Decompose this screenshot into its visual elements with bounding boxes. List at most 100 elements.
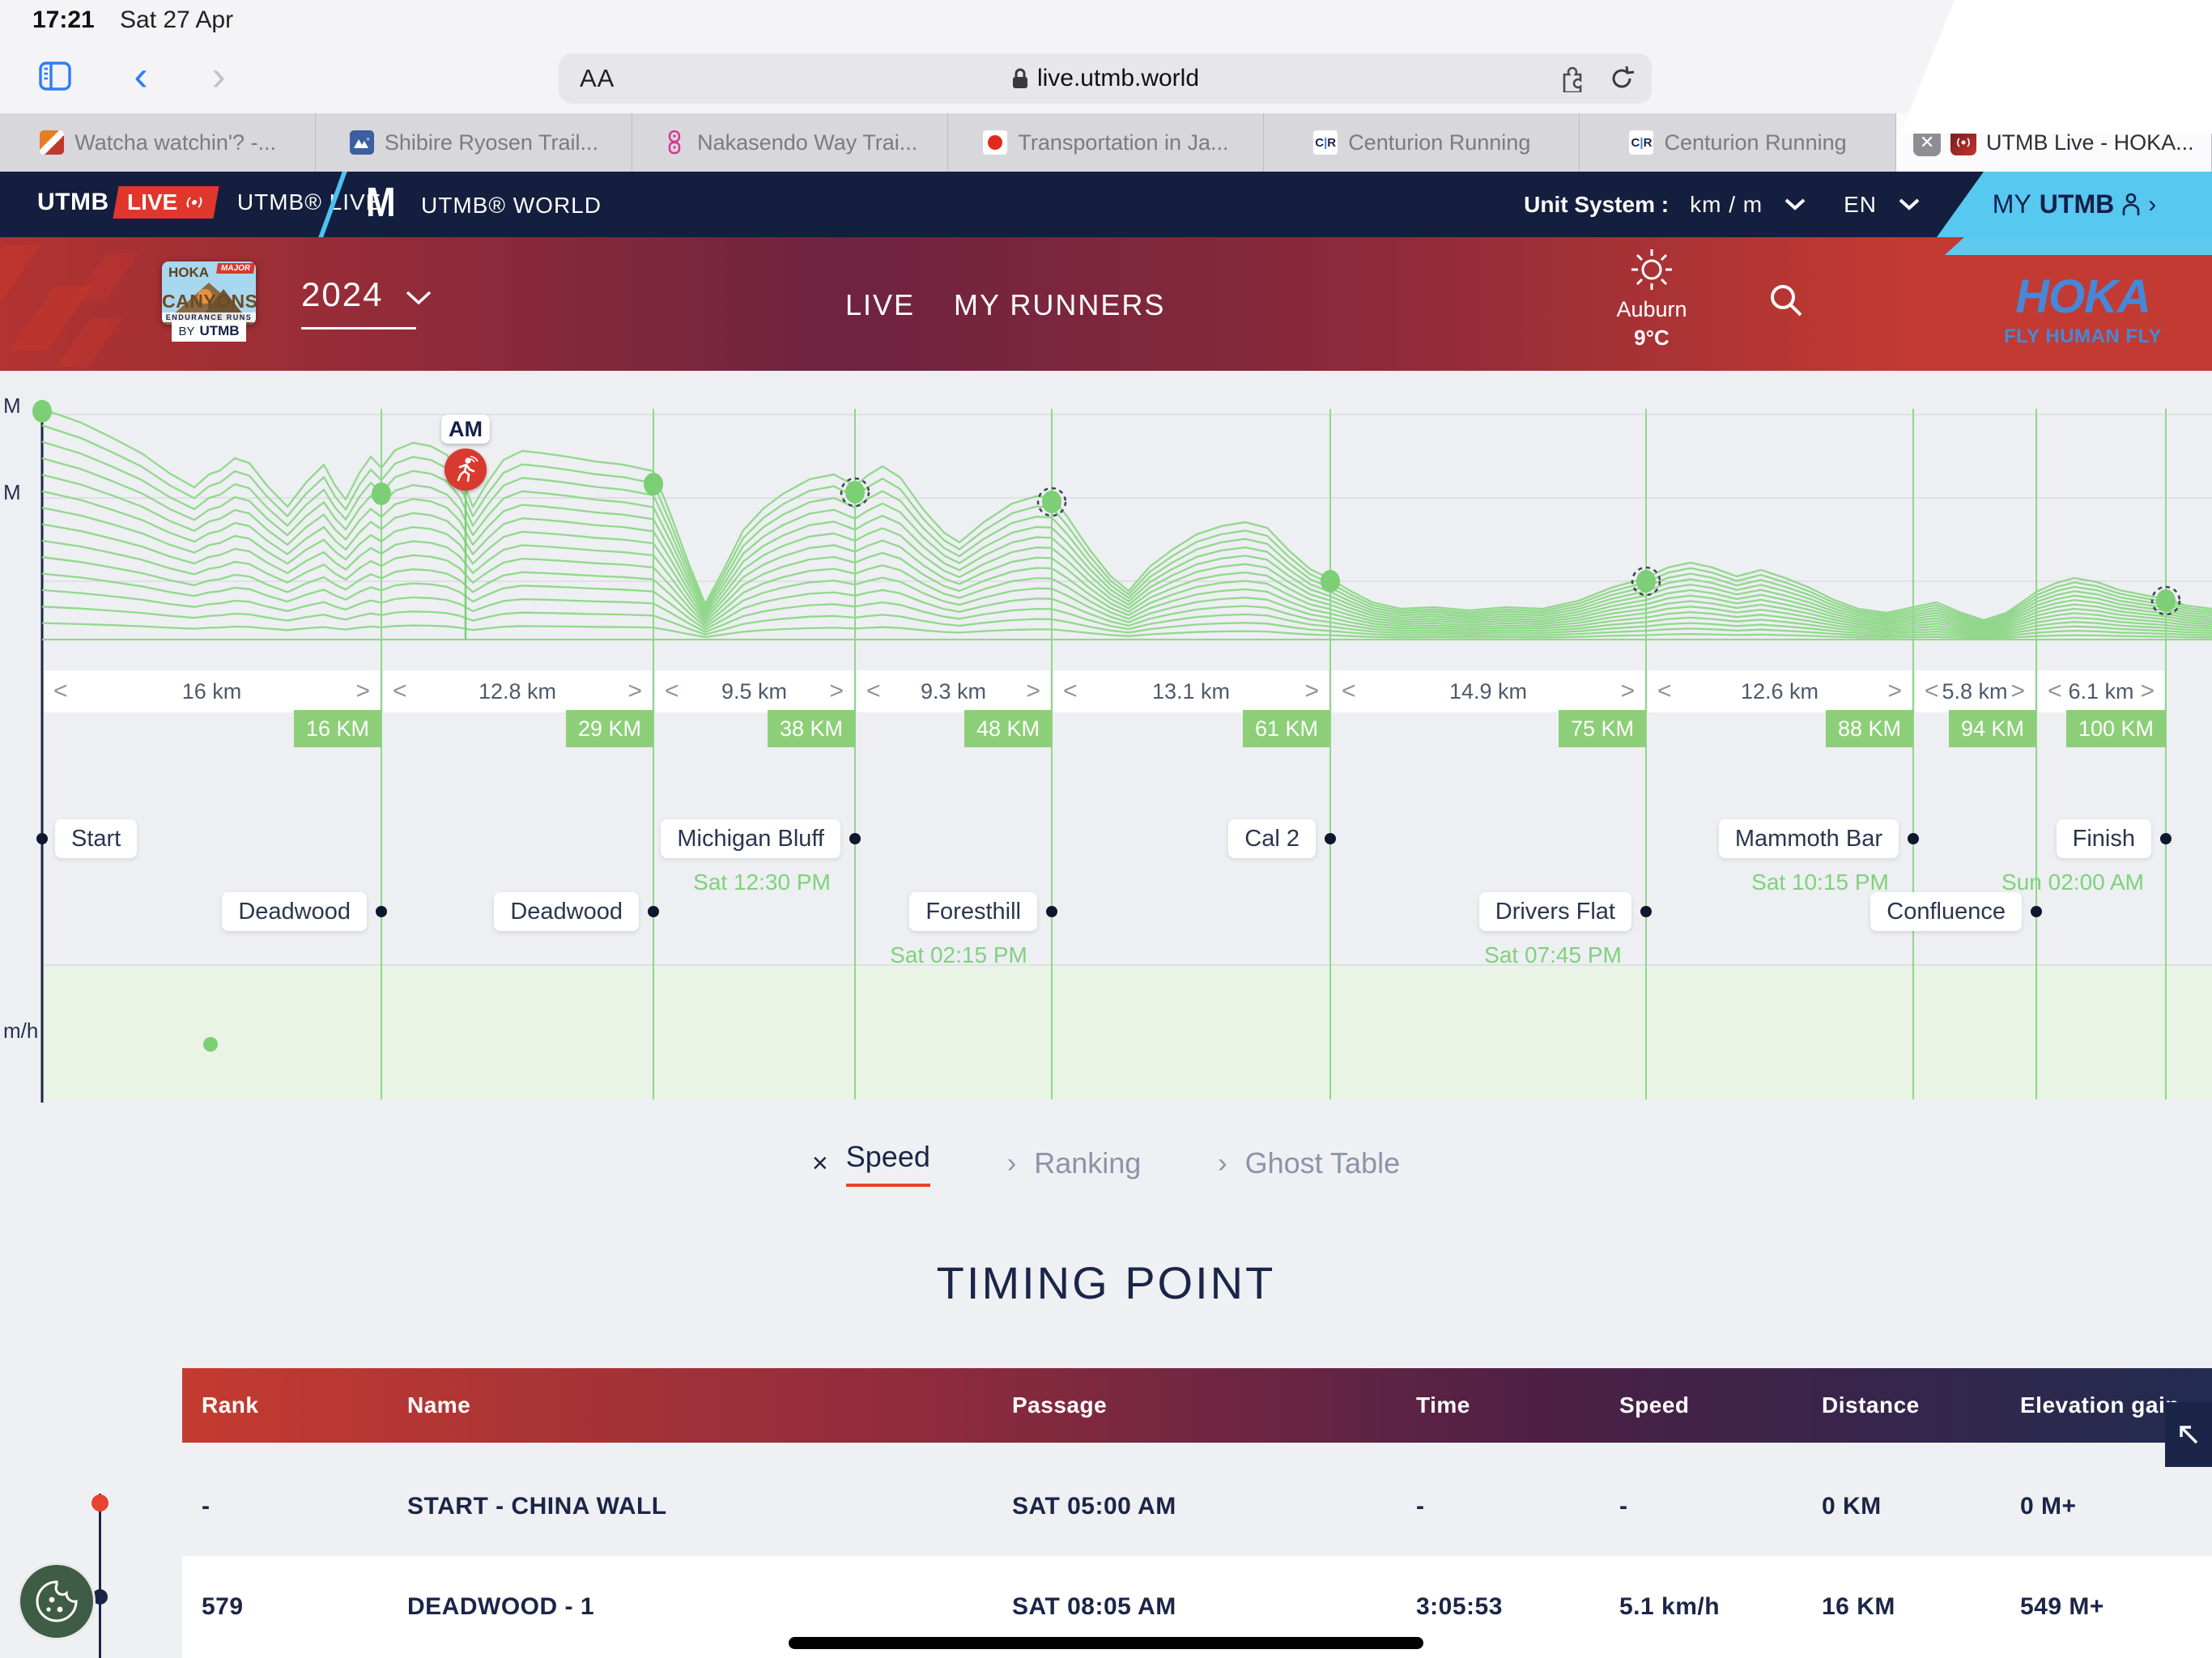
- ghost-trace: [41, 407, 2212, 622]
- language-select[interactable]: EN: [1844, 191, 1877, 217]
- y-axis-label: M: [3, 393, 21, 418]
- segment-next-icon[interactable]: >: [1026, 678, 1040, 704]
- close-icon: ×: [811, 1147, 828, 1179]
- segment-next-icon[interactable]: >: [829, 678, 844, 704]
- chevron-down-icon: [406, 291, 432, 305]
- ghost-trace: [41, 539, 2212, 632]
- sun-icon: [1631, 249, 1672, 290]
- nav-live[interactable]: LIVE: [845, 288, 916, 321]
- unit-system-value[interactable]: km / m: [1690, 191, 1763, 217]
- browser-tab-5[interactable]: C | R Centurion Running: [1264, 113, 1580, 172]
- utmb-world-label[interactable]: UTMB® WORLD: [421, 193, 602, 218]
- home-indicator[interactable]: [789, 1637, 1423, 1649]
- decorative-stripe: [0, 245, 41, 302]
- scroll-to-top-button[interactable]: [2165, 1402, 2212, 1467]
- forward-button[interactable]: ›: [211, 53, 226, 100]
- table-row-1[interactable]: - START - CHINA WALL SAT 05:00 AM - - 0 KM 0 M…: [182, 1457, 2212, 1556]
- radio-waves-icon: [186, 197, 202, 208]
- search-icon[interactable]: [1765, 279, 1807, 325]
- browser-tab-6[interactable]: C | R Centurion Running: [1580, 113, 1896, 172]
- segment-prev-icon[interactable]: <: [1657, 678, 1672, 704]
- chevron-down-icon[interactable]: [1898, 198, 1921, 212]
- tab-favicon: [982, 130, 1008, 155]
- hoka-logo[interactable]: HOKA FLY HUMAN FLY: [2004, 270, 2162, 347]
- segment-prev-icon[interactable]: <: [1063, 678, 1078, 704]
- km-badge: 75 KM: [1558, 710, 1646, 747]
- tab-strip: Watcha watchin'? -... + Shibire Ryosen Tra…: [0, 113, 2212, 172]
- browser-tab-4[interactable]: Transportation in Ja...: [948, 113, 1265, 172]
- extensions-icon[interactable]: [1559, 65, 1587, 92]
- view-tabs: × Speed › Ranking › Ghost Table: [0, 1140, 2212, 1187]
- segment-next-icon[interactable]: >: [1304, 678, 1319, 704]
- hoka-cyan-stripe: [1945, 237, 2212, 255]
- segment-next-icon[interactable]: >: [355, 678, 370, 704]
- km-badge: 61 KM: [1242, 710, 1330, 747]
- sidebar-toggle-icon[interactable]: [32, 53, 78, 99]
- future-checkpoint-ring: [1036, 487, 1067, 517]
- cell-distance: 16 KM: [1822, 1593, 1895, 1620]
- cell-time: 3:05:53: [1416, 1593, 1503, 1620]
- chevron-down-icon[interactable]: [1784, 198, 1806, 212]
- checkpoint-passage-dot: [845, 481, 865, 504]
- view-tab-ghost-table[interactable]: › Ghost Table: [1218, 1140, 1400, 1187]
- segment-next-icon[interactable]: >: [1887, 678, 1902, 704]
- segment-next-icon[interactable]: >: [627, 678, 642, 704]
- checkpoint-label-cal-2: Cal 2: [1228, 819, 1316, 858]
- segment-prev-icon[interactable]: <: [1925, 678, 1939, 704]
- column-header-distance: Distance: [1822, 1392, 1920, 1418]
- reader-button[interactable]: AA: [580, 64, 615, 92]
- km-badge: 100 KM: [2065, 710, 2166, 747]
- segment-cell-4: <9.3 km >: [857, 670, 1050, 712]
- cell-passage: SAT 08:05 AM: [1012, 1593, 1176, 1620]
- checkpoint-label-drivers-flat: Drivers Flat: [1478, 892, 1631, 931]
- back-button[interactable]: ‹: [134, 53, 148, 100]
- cell-passage: SAT 05:00 AM: [1012, 1493, 1176, 1520]
- browser-tab-3[interactable]: Nakasendo Way Trai...: [632, 113, 948, 172]
- runner-marker[interactable]: [445, 449, 487, 491]
- ghost-trace: [41, 457, 2212, 626]
- checkpoint-eta: Sat 07:45 PM: [1484, 942, 1622, 967]
- address-bar[interactable]: AA live.utmb.world: [559, 53, 1652, 104]
- year-dropdown[interactable]: 2024: [301, 275, 432, 314]
- ghost-trace: [41, 572, 2212, 636]
- cookie-settings-button[interactable]: [18, 1562, 96, 1640]
- race-logo[interactable]: HOKA MAJOR CANYONS ENDURANCE RUNS: [162, 261, 256, 325]
- utmb-brand-text: UTMB: [37, 189, 109, 215]
- passage-timeline: [99, 1494, 101, 1658]
- segment-next-icon[interactable]: >: [1620, 678, 1635, 704]
- y-axis-label: m/h: [3, 1018, 39, 1043]
- segment-prev-icon[interactable]: <: [393, 678, 407, 704]
- view-tab-speed[interactable]: × Speed: [812, 1140, 930, 1187]
- segment-prev-icon[interactable]: <: [53, 678, 68, 704]
- utmb-live-logo[interactable]: UTMB LIVE UTMB® LIVE: [37, 186, 381, 219]
- column-header-rank: Rank: [202, 1392, 259, 1418]
- utmb-live-label[interactable]: UTMB® LIVE: [236, 189, 382, 215]
- nav-my-runners[interactable]: MY RUNNERS: [954, 288, 1166, 321]
- checkpoint-marker-dot: [849, 833, 861, 844]
- checkpoint-passage-dot: [1636, 570, 1656, 593]
- segment-prev-icon[interactable]: <: [866, 678, 881, 704]
- chevron-right-icon: ›: [1218, 1147, 1227, 1179]
- my-utmb-button[interactable]: MY UTMB ›: [1937, 172, 2212, 237]
- segment-prev-icon[interactable]: <: [1342, 678, 1356, 704]
- browser-tab-1[interactable]: Watcha watchin'? -...: [0, 113, 317, 172]
- segment-next-icon[interactable]: >: [2010, 678, 2025, 704]
- utmb-world-m-logo: M: [366, 180, 396, 226]
- checkpoint-marker-dot: [376, 906, 387, 917]
- segment-prev-icon[interactable]: <: [665, 678, 679, 704]
- view-tab-ranking[interactable]: › Ranking: [1007, 1140, 1141, 1187]
- checkpoint-passage-dot: [1321, 570, 1340, 593]
- reload-icon[interactable]: [1608, 65, 1636, 92]
- segment-next-icon[interactable]: >: [2140, 678, 2155, 704]
- y-axis-label: M: [3, 480, 21, 504]
- segment-prev-icon[interactable]: <: [2048, 678, 2062, 704]
- checkpoint-marker-dot: [1640, 906, 1652, 917]
- checkpoint-marker-dot: [1046, 906, 1057, 917]
- browser-tab-2[interactable]: + Shibire Ryosen Trail...: [316, 113, 632, 172]
- ghost-trace: [41, 506, 2212, 630]
- checkpoint-label-start: Start: [55, 819, 138, 858]
- checkpoint-eta: Sat 10:15 PM: [1751, 869, 1889, 895]
- segment-cell-2: <12.8 km >: [383, 670, 652, 712]
- tab-title: UTMB Live - HOKA...: [1986, 130, 2194, 155]
- race-header: [0, 237, 2212, 371]
